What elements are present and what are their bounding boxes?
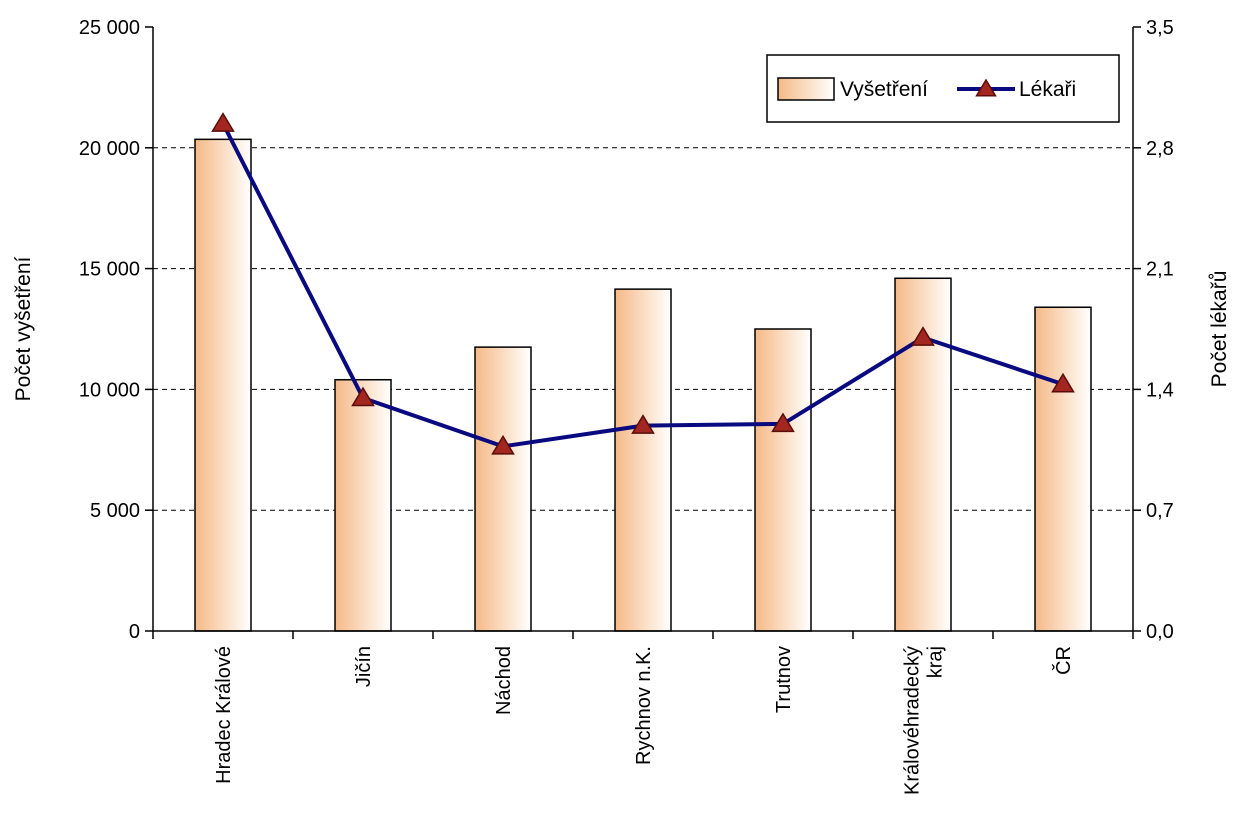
category-label: Hradec Králové — [213, 646, 235, 784]
line-point — [351, 386, 375, 407]
right-tick-label: 1,4 — [1146, 379, 1174, 401]
line-point — [911, 326, 935, 346]
bar — [474, 346, 532, 632]
line-point — [491, 434, 515, 455]
bar — [614, 288, 672, 632]
bar — [194, 138, 252, 632]
category-label: Rychnov n.K. — [633, 646, 655, 765]
left-tick-label: 5 000 — [90, 500, 140, 522]
tick-labels: 0 0,0 5 000 0,7 10 000 1,4 15 000 2,1 20 000 2,8 2… — [79, 17, 1174, 643]
line-point — [631, 414, 655, 434]
category-label: Jičín — [353, 646, 375, 687]
category-label: kraj — [925, 646, 947, 678]
category-label: Trutnov — [773, 646, 795, 713]
category-label: ČR — [1052, 646, 1075, 675]
axes — [145, 26, 1141, 639]
legend-box — [766, 54, 1120, 123]
right-tick-label: 3,5 — [1146, 17, 1174, 39]
left-tick-label: 20 000 — [79, 138, 140, 160]
line-point — [771, 412, 795, 433]
y-axis-title-right: Počet lékařů — [1208, 271, 1231, 388]
left-tick-label: 25 000 — [79, 17, 140, 39]
category-label: Náchod — [493, 646, 515, 715]
right-tick-label: 2,1 — [1146, 259, 1174, 281]
axis-titles: Počet vyšetření Počet lékařů — [12, 256, 1231, 401]
right-tick-label: 0,0 — [1146, 621, 1174, 643]
bar — [754, 328, 812, 632]
right-tick-label: 0,7 — [1146, 500, 1174, 522]
bars — [194, 138, 1092, 632]
legend-label-line: Lékaři — [1019, 78, 1076, 101]
line-point — [211, 112, 235, 132]
left-tick-label: 10 000 — [79, 379, 140, 401]
legend: Vyšetření Lékaři — [766, 54, 1120, 123]
left-tick-label: 0 — [129, 621, 140, 643]
y-axis-title-left: Počet vyšetření — [12, 256, 35, 401]
right-tick-label: 2,8 — [1146, 138, 1174, 160]
category-label: Královéhradecký — [902, 646, 924, 795]
line-series — [211, 112, 1075, 455]
left-tick-label: 15 000 — [79, 259, 140, 281]
bar — [1034, 306, 1092, 632]
legend-swatch-bar — [777, 77, 835, 101]
legend-label-bars: Vyšetření — [840, 78, 928, 101]
category-labels: Hradec Králové Jičín Náchod Rychnov n.K. Tru… — [213, 646, 1075, 795]
legend-marker — [975, 78, 997, 97]
bar — [334, 378, 392, 632]
line-point — [1051, 372, 1075, 393]
